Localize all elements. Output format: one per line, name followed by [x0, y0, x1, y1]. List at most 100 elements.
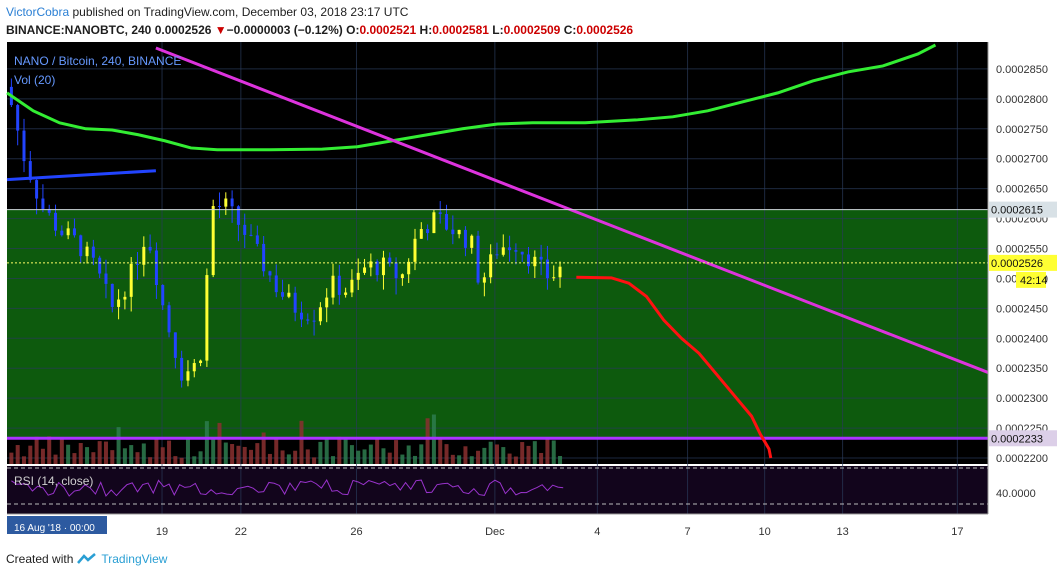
- volume-bar: [501, 447, 506, 464]
- volume-bar: [343, 437, 348, 464]
- candle-body: [539, 256, 543, 260]
- author-link[interactable]: VictorCobra: [6, 5, 70, 19]
- volume-bar: [394, 440, 399, 464]
- rsi-line: [11, 478, 564, 497]
- candle-body: [413, 238, 417, 262]
- candle-body: [558, 266, 562, 278]
- candle-body: [438, 212, 442, 215]
- candle-body: [180, 357, 184, 381]
- green-range-zone: [7, 209, 988, 439]
- resistance-price-tag: 0.0002615: [991, 205, 1043, 217]
- candle-body: [22, 130, 26, 162]
- tradingview-logo-icon: [77, 553, 97, 564]
- candle-body: [268, 271, 272, 276]
- volume-bar: [223, 442, 228, 464]
- volume-bar: [255, 443, 260, 464]
- volume-bar: [419, 444, 424, 464]
- y-tick-label: 0.0002650: [996, 184, 1048, 196]
- candle-body: [432, 212, 436, 234]
- candle-body: [552, 277, 556, 279]
- volume-bar: [217, 422, 222, 464]
- candle-body: [350, 279, 354, 293]
- y-tick-label: 0.0002300: [996, 393, 1048, 405]
- candle-body: [337, 275, 341, 295]
- candle-body: [293, 292, 297, 313]
- volume-bar: [444, 444, 449, 464]
- volume-bar: [249, 449, 254, 464]
- candle-body: [312, 320, 316, 322]
- volume-bar: [280, 450, 285, 464]
- candle-body: [344, 292, 348, 295]
- candle-body: [110, 283, 114, 307]
- volume-bar: [47, 436, 52, 464]
- volume-bar: [482, 447, 487, 464]
- volume-bar: [513, 456, 518, 464]
- candle-body: [318, 307, 322, 322]
- low-value: 0.0002509: [503, 23, 561, 37]
- support-price-tag: 0.0002233: [991, 433, 1043, 445]
- volume-bar: [59, 437, 64, 464]
- volume-bar: [173, 456, 178, 464]
- time-axis: [0, 514, 1059, 545]
- candle-body: [463, 229, 467, 248]
- volume-bar: [28, 445, 33, 464]
- crosshair-date-bg: [7, 516, 107, 534]
- candle-body: [243, 224, 247, 235]
- close-value: 0.0002526: [576, 23, 634, 37]
- x-tick-label: 10: [759, 526, 771, 538]
- volume-bar: [318, 441, 323, 464]
- candle-body: [211, 206, 215, 276]
- candle-body: [274, 275, 278, 293]
- open-value: 0.0002521: [359, 23, 417, 37]
- volume-bar: [91, 452, 96, 464]
- volume-bar: [400, 454, 405, 464]
- volume-bar: [381, 448, 386, 464]
- y-tick-label: 0.0002700: [996, 154, 1048, 166]
- volume-bar: [305, 449, 310, 464]
- volume-bar: [532, 441, 537, 464]
- candle-body: [249, 234, 253, 236]
- volume-bar: [438, 437, 443, 464]
- candle-body: [262, 243, 266, 272]
- volume-bar: [337, 436, 342, 464]
- last-price-tag: 0.0002526: [991, 258, 1043, 270]
- candles-group: [9, 78, 562, 388]
- volume-bar: [520, 442, 525, 464]
- publisher-line: VictorCobra published on TradingView.com…: [6, 5, 408, 19]
- x-tick-label: 26: [350, 526, 362, 538]
- moving-average-line: [6, 43, 937, 152]
- volume-bar: [204, 421, 209, 464]
- candle-body: [173, 332, 177, 358]
- volume-bar: [331, 456, 336, 464]
- chart-title: NANO / Bitcoin, 240, BINANCE: [14, 54, 181, 68]
- candle-body: [520, 251, 524, 255]
- candle-body: [394, 262, 398, 279]
- candle-body: [508, 247, 512, 251]
- change-value: −0.0000003 (−0.12%): [226, 23, 343, 37]
- volume-bar: [230, 444, 235, 464]
- volume-bar: [476, 450, 481, 464]
- volume-bar: [463, 446, 468, 464]
- volume-bar: [526, 445, 531, 464]
- volume-bar: [78, 443, 83, 464]
- last-price: 0.0002526: [154, 23, 212, 37]
- candle-body: [400, 274, 404, 279]
- x-tick-label: 19: [156, 526, 168, 538]
- candle-body: [356, 272, 360, 280]
- candle-body: [205, 275, 209, 361]
- price-chart[interactable]: NANO / Bitcoin, 240, BINANCE Vol (20) RSI …: [0, 40, 1059, 545]
- candle-body: [41, 198, 45, 209]
- candle-body: [407, 261, 411, 275]
- volume-bar: [242, 446, 247, 464]
- candle-body: [470, 235, 474, 248]
- crosshair-date-label: 16 Aug '18 · 00:00: [14, 523, 95, 534]
- volume-bar: [141, 443, 146, 464]
- candle-body: [388, 257, 392, 263]
- candle-body: [199, 360, 203, 364]
- candle-body: [445, 214, 449, 230]
- candle-body: [533, 256, 537, 267]
- tradingview-brand[interactable]: TradingView: [101, 552, 168, 566]
- y-tick-label: 0.0002450: [996, 303, 1048, 315]
- candle-body: [369, 261, 373, 268]
- candle-body: [236, 206, 240, 225]
